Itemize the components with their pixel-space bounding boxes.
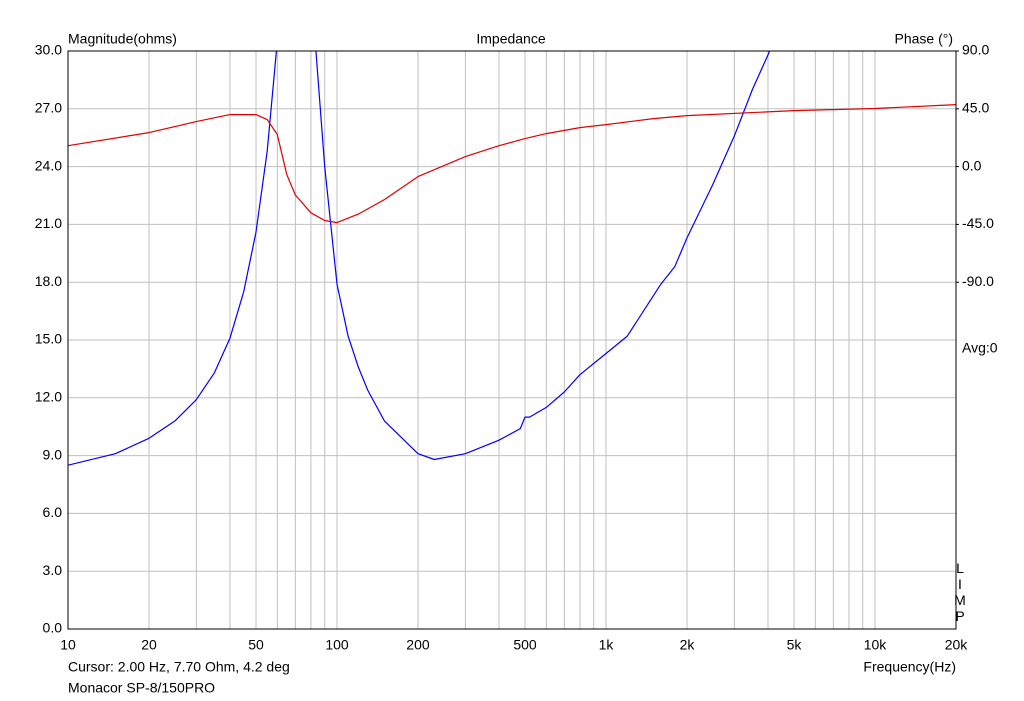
- x-tick-label: 20: [141, 637, 157, 653]
- series-line: [68, 104, 956, 224]
- y-tick-label: 0.0: [43, 620, 63, 636]
- y2-axis-title: Phase (°): [894, 31, 953, 47]
- y-tick-label: 15.0: [35, 331, 62, 347]
- x-tick-label: 5k: [787, 637, 803, 653]
- avg-label: Avg:0: [962, 340, 998, 356]
- y-tick-label: 3.0: [43, 562, 63, 578]
- y-tick-label: 24.0: [35, 157, 62, 173]
- y-tick-label: 27.0: [35, 100, 62, 116]
- grid: [67, 50, 957, 630]
- y-tick-label: 30.0: [35, 42, 62, 58]
- chart-title: Impedance: [476, 31, 545, 47]
- x-axis-title: Frequency(Hz): [863, 659, 956, 675]
- y2-tick-label: -45.0: [962, 215, 994, 231]
- x-tick-label: 10k: [864, 637, 888, 653]
- x-tick-label: 2k: [680, 637, 696, 653]
- x-tick-label: 10: [60, 637, 76, 653]
- y2-tick-label: -90.0: [962, 273, 994, 289]
- y2-tick-label: 0.0: [962, 157, 982, 173]
- x-tick-label: 1k: [599, 637, 615, 653]
- x-tick-label: 50: [248, 637, 264, 653]
- plot-frame: [67, 50, 957, 630]
- series-line: [68, 51, 771, 466]
- y-tick-label: 6.0: [43, 504, 63, 520]
- y-tick-label: 21.0: [35, 215, 62, 231]
- y-tick-label: 18.0: [35, 273, 62, 289]
- x-tick-label: 200: [406, 637, 430, 653]
- y2-tick-label: 45.0: [962, 100, 989, 116]
- footer: Monacor SP-8/150PRO: [68, 680, 215, 696]
- y-axis-title: Magnitude(ohms): [68, 31, 177, 47]
- cursor-text: Cursor: 2.00 Hz, 7.70 Ohm, 4.2 deg: [68, 659, 290, 675]
- x-tick-label: 20k: [945, 637, 969, 653]
- plot-lines: [68, 51, 956, 466]
- y-tick-label: 9.0: [43, 446, 63, 462]
- x-tick-label: 500: [513, 637, 537, 653]
- x-tick-label: 100: [325, 637, 349, 653]
- y-tick-label: 12.0: [35, 389, 62, 405]
- side-label: LIMP: [952, 560, 968, 624]
- y2-tick-label: 90.0: [962, 42, 989, 58]
